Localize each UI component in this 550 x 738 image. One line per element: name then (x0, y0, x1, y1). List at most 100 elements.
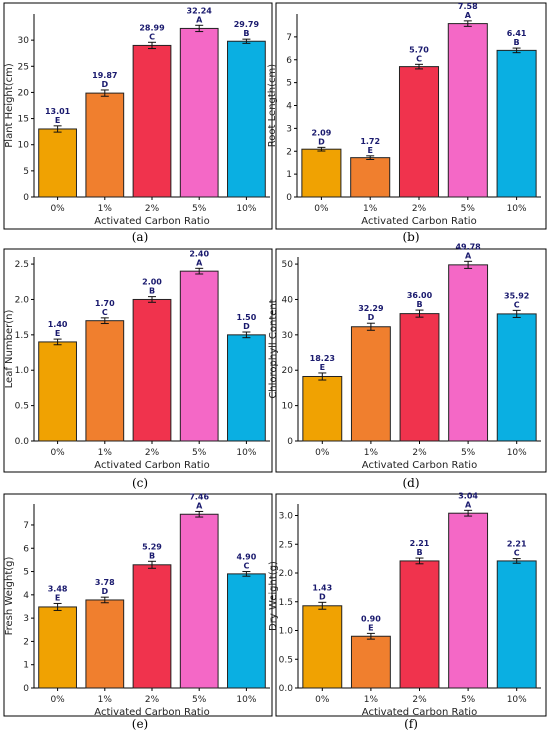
data-value-label: 4.90 (237, 553, 257, 562)
data-value-label: 5.29 (142, 542, 162, 551)
y-tick-label: 0 (23, 684, 29, 694)
panel-label: (b) (402, 230, 419, 244)
x-tick-label: 1% (98, 204, 113, 214)
x-tick-label: 0% (315, 695, 330, 705)
chart-panel-4: 0 10 20 30 40 50 Chlorophyll Content Activated … (268, 242, 547, 473)
significance-letter: E (320, 363, 325, 372)
data-value-label: 3.04 (458, 491, 478, 500)
bar-10pct (227, 573, 266, 689)
significance-letter: B (149, 551, 155, 560)
x-axis-title: Activated Carbon Ratio (94, 216, 209, 227)
x-tick-label: 5% (192, 695, 207, 705)
x-tick-label: 10% (236, 695, 256, 705)
y-tick-label: 20 (18, 88, 30, 98)
data-value-label: 2.09 (312, 128, 332, 137)
y-tick-label: 0.5 (279, 655, 293, 665)
x-tick-label: 2% (412, 448, 427, 458)
data-value-label: 2.21 (507, 540, 527, 549)
bar-0pct (38, 128, 77, 198)
x-tick-label: 2% (145, 695, 160, 705)
y-tick-label: 1.0 (15, 366, 30, 376)
data-value-label: 29.79 (234, 20, 260, 29)
data-value-label: 49.78 (455, 242, 481, 251)
significance-letter: A (465, 11, 472, 20)
bar-0pct (301, 148, 342, 198)
x-tick-label: 1% (98, 695, 113, 705)
significance-letter: E (55, 329, 60, 338)
x-tick-label: 0% (50, 204, 65, 214)
y-tick-label: 5 (23, 568, 29, 578)
panel-frame (3, 493, 273, 717)
y-tick-label: 3.0 (279, 512, 294, 522)
y-tick-label: 2 (286, 147, 292, 157)
data-value-label: 1.50 (237, 313, 257, 322)
y-tick-label: 2.0 (279, 569, 294, 579)
panel-frame (3, 248, 273, 473)
bar-2pct (132, 298, 172, 442)
significance-letter: A (465, 500, 472, 509)
x-tick-label: 0% (314, 204, 329, 214)
significance-letter: B (416, 548, 422, 557)
significance-letter: C (102, 308, 108, 317)
bar-10pct (496, 560, 537, 689)
y-tick-label: 6 (286, 56, 292, 66)
bar-0pct (302, 375, 343, 442)
bar-5pct (447, 23, 488, 198)
y-tick-label: 10 (18, 141, 30, 151)
chart-panel-3: 0.0 0.5 1.0 1.5 2.0 2.5 Leaf Number(n) Activate… (3, 248, 273, 473)
y-axis-title: Fresh Weight(g) (4, 557, 15, 636)
bar-5pct (179, 270, 219, 442)
y-tick-label: 0 (286, 193, 292, 203)
y-tick-label: 20 (282, 366, 294, 376)
y-tick-label: 30 (282, 331, 294, 341)
data-value-label: 32.24 (187, 6, 213, 15)
significance-letter: B (149, 287, 155, 296)
data-value-label: 2.21 (410, 539, 430, 548)
significance-letter: D (101, 587, 108, 596)
data-value-label: 1.70 (95, 299, 115, 308)
chart-panel-5: 0 1 2 3 4 5 6 7 Fresh Weight(g) Activated Carbon … (3, 492, 273, 718)
panel-label: (e) (132, 717, 148, 731)
data-value-label: 3.48 (48, 584, 68, 593)
y-tick-label: 40 (282, 295, 294, 305)
bar-0pct (302, 605, 343, 689)
x-tick-label: 5% (461, 695, 476, 705)
data-value-label: 1.72 (360, 137, 380, 146)
x-tick-label: 1% (364, 695, 379, 705)
data-value-label: 6.41 (507, 29, 527, 38)
x-tick-label: 10% (507, 695, 527, 705)
data-value-label: 32.29 (358, 304, 384, 313)
significance-letter: D (318, 137, 325, 146)
y-axis-title: Plant Height(cm) (4, 63, 15, 148)
significance-letter: B (514, 38, 520, 47)
panel-label: (d) (402, 476, 419, 490)
y-tick-label: 5 (286, 79, 292, 89)
x-tick-label: 5% (192, 448, 207, 458)
panel-frame (275, 493, 547, 717)
x-tick-label: 5% (461, 448, 476, 458)
y-axis-title: Dry Weight(g) (268, 561, 279, 631)
y-tick-label: 7 (23, 521, 29, 531)
significance-letter: C (243, 562, 249, 571)
y-axis-title: Root Length(cm) (267, 64, 278, 147)
significance-letter: C (416, 54, 422, 63)
y-tick-label: 7 (286, 33, 292, 43)
panel-frame (275, 2, 547, 230)
y-tick-label: 50 (282, 260, 294, 270)
bar-2pct (132, 564, 172, 689)
bar-2pct (398, 66, 440, 198)
data-value-label: 28.99 (139, 23, 165, 32)
x-axis-title: Activated Carbon Ratio (362, 460, 477, 471)
significance-letter: C (514, 549, 520, 558)
y-tick-label: 15 (18, 115, 29, 125)
y-tick-label: 1.0 (279, 627, 294, 637)
significance-letter: A (196, 258, 203, 267)
y-tick-label: 25 (18, 62, 29, 72)
significance-letter: D (243, 322, 250, 331)
bar-2pct (132, 44, 172, 198)
y-tick-label: 2 (23, 637, 29, 647)
x-tick-label: 2% (412, 204, 427, 214)
significance-letter: C (514, 300, 520, 309)
significance-letter: E (55, 593, 60, 602)
x-axis-title: Activated Carbon Ratio (362, 707, 477, 718)
